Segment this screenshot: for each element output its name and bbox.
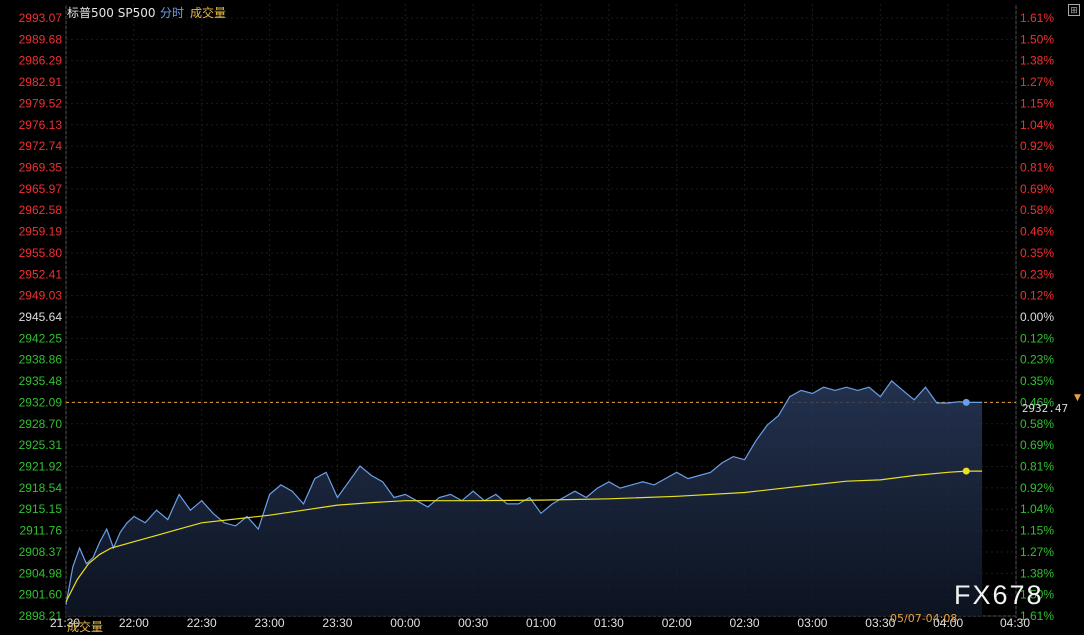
y-tick-label: 2945.64: [19, 310, 63, 324]
x-tick-label: 03:00: [797, 616, 827, 630]
pct-tick-label: 0.23%: [1020, 353, 1054, 367]
pct-tick-label: 1.04%: [1020, 118, 1054, 132]
x-tick-label: 02:30: [730, 616, 760, 630]
y-tick-label: 2976.13: [19, 118, 63, 132]
x-tick-label: 23:30: [322, 616, 352, 630]
avg-cursor-dot: [962, 467, 970, 475]
pct-tick-label: 1.61%: [1020, 11, 1054, 25]
x-tick-label: 04:30: [1000, 616, 1030, 630]
y-tick-label: 2962.58: [19, 203, 63, 217]
pct-tick-label: 0.00%: [1020, 310, 1054, 324]
x-tick-label: 01:30: [594, 616, 624, 630]
y-tick-label: 2918.54: [19, 481, 63, 495]
symbol-title: 标普500 SP500: [67, 6, 156, 20]
pct-tick-label: 1.38%: [1020, 566, 1054, 580]
pct-tick-label: 0.69%: [1020, 182, 1054, 196]
y-tick-label: 2952.41: [19, 267, 63, 281]
expand-icon[interactable]: ⊞: [1068, 4, 1080, 16]
x-tick-label: 01:00: [526, 616, 556, 630]
pct-tick-label: 0.46%: [1020, 395, 1054, 409]
y-tick-label: 2979.52: [19, 96, 63, 110]
pct-tick-label: 0.12%: [1020, 331, 1054, 345]
pct-tick-label: 0.92%: [1020, 139, 1054, 153]
series-layer: [65, 380, 1016, 616]
pct-tick-label: 0.69%: [1020, 438, 1054, 452]
tab-volume[interactable]: 成交量: [190, 6, 227, 20]
pct-tick-label: 0.23%: [1020, 267, 1054, 281]
avg-line: [65, 470, 983, 602]
x-tick-label: 21:30: [50, 616, 80, 630]
y-tick-label: 2908.37: [19, 545, 63, 559]
tab-intraday[interactable]: 分时: [160, 6, 185, 20]
y-tick-label: 2935.48: [19, 374, 63, 388]
pct-tick-label: 1.38%: [1020, 54, 1054, 68]
pct-tick-label: 0.58%: [1020, 417, 1054, 431]
x-tick-label: 04:00: [933, 616, 963, 630]
y-tick-label: 2959.19: [19, 225, 63, 239]
pct-tick-label: 1.04%: [1020, 502, 1054, 516]
pct-tick-label: 0.92%: [1020, 481, 1054, 495]
pct-tick-label: 1.27%: [1020, 545, 1054, 559]
pct-tick-label: 1.50%: [1020, 32, 1054, 46]
x-tick-label: 23:00: [255, 616, 285, 630]
price-line: [65, 380, 983, 605]
pct-tick-label: 0.58%: [1020, 203, 1054, 217]
pct-tick-label: 1.61%: [1020, 609, 1054, 623]
x-tick-label: 02:00: [662, 616, 692, 630]
pct-tick-label: 1.15%: [1020, 524, 1054, 538]
pct-tick-label: 0.35%: [1020, 246, 1054, 260]
x-tick-label: 03:30: [865, 616, 895, 630]
watermark-logo: FX678: [954, 580, 1044, 610]
x-tick-label: 00:30: [458, 616, 488, 630]
pct-tick-label: 0.35%: [1020, 374, 1054, 388]
percent-axis: 1.61% 1.50% 1.38% 1.27% 1.15% 1.04% 0.92% 0.81%…: [1020, 11, 1054, 623]
y-tick-label: 2915.15: [19, 502, 63, 516]
y-tick-label: 2904.98: [19, 566, 63, 580]
pct-tick-label: 0.81%: [1020, 460, 1054, 474]
pct-tick-label: 1.50%: [1020, 588, 1054, 602]
pct-tick-label: 0.46%: [1020, 225, 1054, 239]
y-tick-label: 2989.68: [19, 32, 63, 46]
pct-tick-label: 0.12%: [1020, 289, 1054, 303]
y-tick-label: 2955.80: [19, 246, 63, 260]
y-tick-label: 2925.31: [19, 438, 63, 452]
y-tick-label: 2911.76: [20, 524, 63, 538]
y-tick-label: 2993.07: [19, 11, 63, 25]
price-arrow-icon: ▼: [1074, 393, 1081, 403]
y-tick-label: 2972.74: [19, 139, 63, 153]
y-tick-label: 2898.21: [19, 609, 63, 623]
y-tick-label: 2942.25: [19, 331, 63, 345]
cursor-time: 05/07-04:08: [890, 612, 958, 625]
price-area: [66, 380, 983, 616]
x-tick-label: 22:30: [187, 616, 217, 630]
y-tick-label: 2969.35: [19, 161, 63, 175]
price-cursor-dot: [962, 398, 970, 406]
y-tick-label: 2932.09: [19, 395, 63, 409]
x-tick-label: 00:00: [390, 616, 420, 630]
price-axis: 2993.07 2989.68 2986.29 2982.91 2979.52 2976.…: [19, 11, 63, 623]
current-price-label: 2932.47: [1021, 402, 1069, 415]
volume-label: 成交量: [67, 620, 104, 634]
pct-tick-label: 1.27%: [1020, 75, 1054, 89]
y-tick-label: 2986.29: [19, 54, 63, 68]
y-tick-label: 2928.70: [19, 417, 63, 431]
pct-tick-label: 1.15%: [1020, 96, 1054, 110]
y-tick-label: 2921.92: [19, 460, 63, 474]
y-tick-label: 2938.86: [19, 353, 63, 367]
x-tick-label: 22:00: [119, 616, 149, 630]
y-tick-label: 2965.97: [19, 182, 63, 196]
y-tick-label: 2901.60: [19, 588, 63, 602]
pct-tick-label: 0.81%: [1020, 161, 1054, 175]
y-tick-label: 2949.03: [19, 289, 63, 303]
y-tick-label: 2982.91: [19, 75, 63, 89]
time-axis: 21:30 22:00 22:30 23:00 23:30 00:00 00:30 01:00…: [50, 616, 1030, 630]
